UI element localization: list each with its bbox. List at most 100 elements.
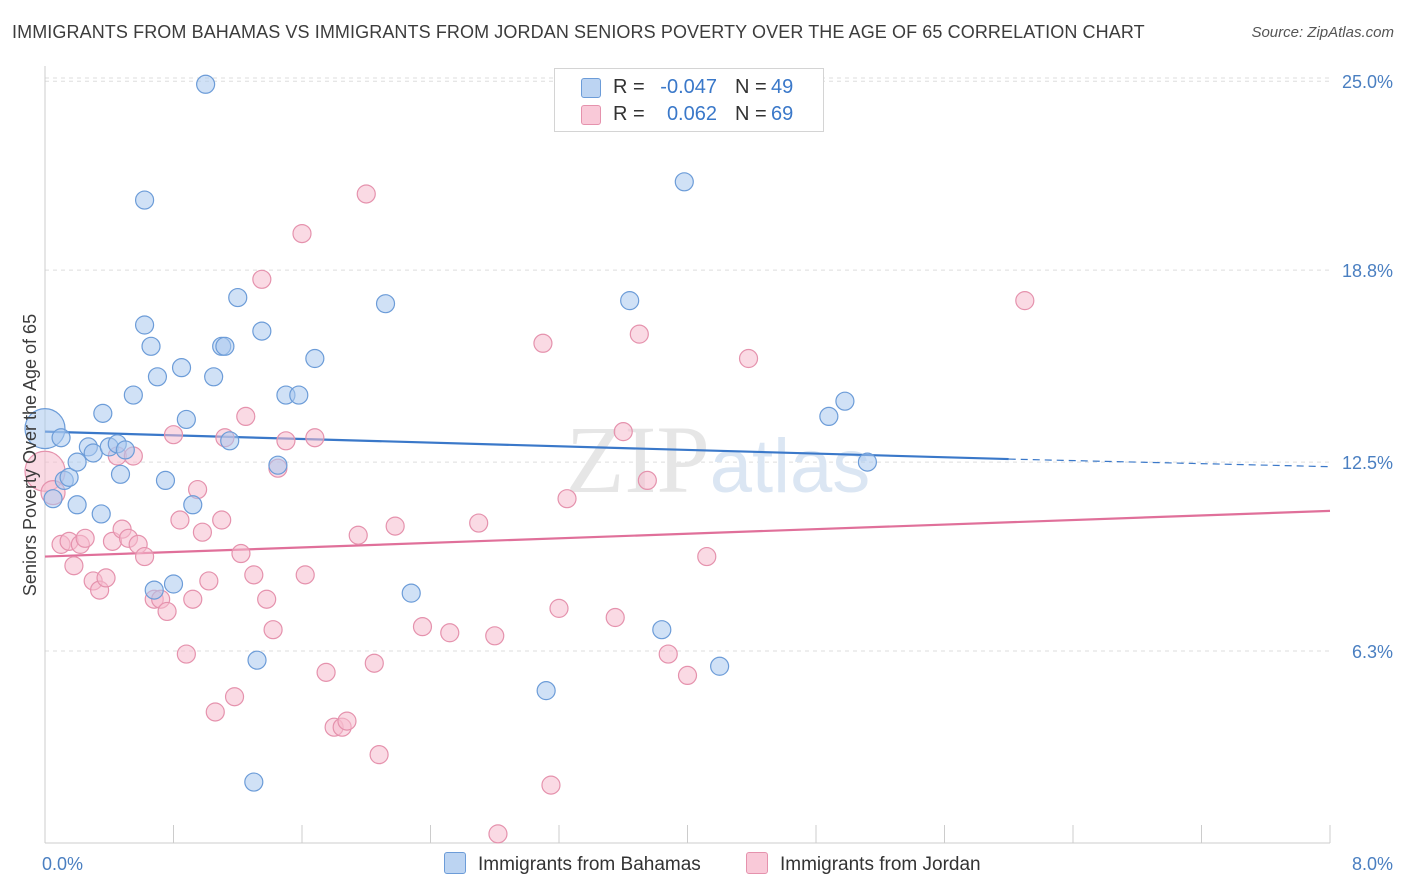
jordan-point	[212, 510, 232, 530]
jordan-point	[485, 626, 505, 646]
watermark: ZIPatlas	[566, 406, 871, 513]
bahamas-point	[289, 385, 309, 405]
bahamas-point	[252, 321, 272, 341]
bahamas-point	[183, 495, 203, 515]
jordan-point	[369, 745, 389, 765]
bahamas-point	[115, 440, 135, 460]
legend-r-label: R =	[613, 76, 645, 98]
jordan-point	[549, 598, 569, 618]
jordan-point	[637, 470, 657, 490]
bahamas-point	[59, 467, 79, 487]
legend-row-bahamas: R = -0.047 N = 49	[555, 75, 823, 101]
bahamas-point	[51, 428, 71, 448]
legend-swatch-bahamas	[581, 78, 601, 98]
jordan-point	[176, 644, 196, 664]
trend-lines	[44, 430, 1331, 558]
jordan-point	[677, 665, 698, 686]
bahamas-point	[163, 574, 184, 594]
bahamas-point	[857, 452, 878, 472]
bahamas-point	[247, 650, 267, 670]
y-tick-labels: 25.0% 18.8% 12.5% 6.3%	[1342, 72, 1393, 662]
source-label: Source: ZipAtlas.com	[1251, 24, 1394, 41]
jordan-point	[613, 422, 633, 442]
legend-row-jordan: R = 0.062 N = 69	[555, 102, 823, 128]
bahamas-point	[93, 403, 113, 423]
jordan-point	[356, 184, 376, 204]
jordan-point	[469, 513, 489, 533]
jordan-point	[305, 428, 325, 448]
jordan-point	[236, 406, 256, 427]
bahamas-point	[144, 580, 164, 600]
jordan-point	[440, 623, 460, 643]
jordan-point	[295, 565, 315, 585]
jordan-point	[385, 516, 405, 536]
jordan-point	[252, 269, 272, 289]
bahamas-point	[375, 294, 396, 314]
jordan-point	[244, 565, 264, 585]
jordan-point	[541, 775, 561, 795]
jordan-point	[205, 702, 225, 722]
bahamas-point	[652, 620, 672, 640]
bahamas-point	[83, 443, 103, 463]
jordan-point	[605, 607, 625, 628]
y-tick-label: 12.5%	[1342, 453, 1393, 473]
legend-n-label: N =	[735, 76, 767, 98]
bahamas-point	[196, 74, 216, 94]
bahamas-point	[91, 504, 111, 524]
jordan-point	[75, 528, 95, 548]
bahamas-point	[401, 583, 421, 603]
bahamas-point	[268, 455, 288, 475]
bahamas-point	[674, 172, 694, 192]
jordan-point	[157, 601, 177, 622]
jordan-point	[231, 543, 251, 564]
bahamas-point	[215, 336, 235, 356]
bahamas-point	[536, 681, 556, 701]
legend-n-value: 69	[771, 103, 794, 125]
jordan-point	[738, 348, 759, 369]
bahamas-point	[710, 656, 730, 676]
bahamas-point	[244, 772, 264, 792]
jordan-point	[488, 824, 508, 844]
legend-n-label: N =	[735, 103, 767, 125]
legend-box: R = -0.047 N = 49 R = 0.062 N = 69	[554, 68, 824, 132]
bahamas-point	[620, 291, 640, 311]
jordan-point	[276, 431, 296, 451]
bahamas-point	[67, 452, 87, 472]
bahamas-point	[67, 495, 87, 515]
bahamas-point	[147, 367, 168, 387]
bahamas-point	[171, 358, 192, 378]
bahamas-trend-line	[44, 430, 1009, 461]
legend-r-value: 0.062	[666, 103, 717, 125]
jordan-point	[697, 546, 717, 567]
jordan-point	[192, 522, 213, 542]
bahamas-point	[43, 489, 63, 509]
bottom-legend-label-bahamas: Immigrants from Bahamas	[478, 854, 701, 875]
bahamas-point	[123, 385, 143, 405]
jordan-point	[557, 489, 577, 509]
legend-n-value: 49	[771, 76, 794, 98]
chart-title: IMMIGRANTS FROM BAHAMAS VS IMMIGRANTS FR…	[12, 22, 1145, 42]
jordan-point	[183, 589, 203, 609]
jordan-point	[316, 662, 336, 682]
grid-lines	[45, 77, 1330, 652]
jordan-point	[224, 687, 245, 707]
bahamas-point	[228, 287, 248, 308]
bottom-legend-label-jordan: Immigrants from Jordan	[780, 854, 981, 875]
jordan-point	[64, 556, 84, 576]
y-axis-label: Seniors Poverty Over the Age of 65	[20, 314, 40, 596]
y-tick-label: 18.8%	[1342, 261, 1393, 281]
bahamas-trend-extension	[1008, 458, 1331, 468]
jordan-point	[533, 333, 553, 353]
bahamas-point	[134, 315, 155, 335]
x-tick-label-min: 0.0%	[42, 854, 83, 874]
jordan-point	[629, 324, 649, 344]
bottom-legend-swatch-jordan	[746, 852, 768, 874]
bahamas-point	[204, 367, 224, 387]
jordan-point	[1015, 291, 1035, 311]
x-tick-labels: 0.0% 8.0%	[42, 854, 1393, 874]
legend-r-label: R =	[613, 103, 645, 125]
jordan-point	[658, 644, 678, 664]
jordan-point	[364, 653, 384, 673]
bahamas-point	[835, 391, 855, 411]
jordan-point	[163, 425, 184, 445]
